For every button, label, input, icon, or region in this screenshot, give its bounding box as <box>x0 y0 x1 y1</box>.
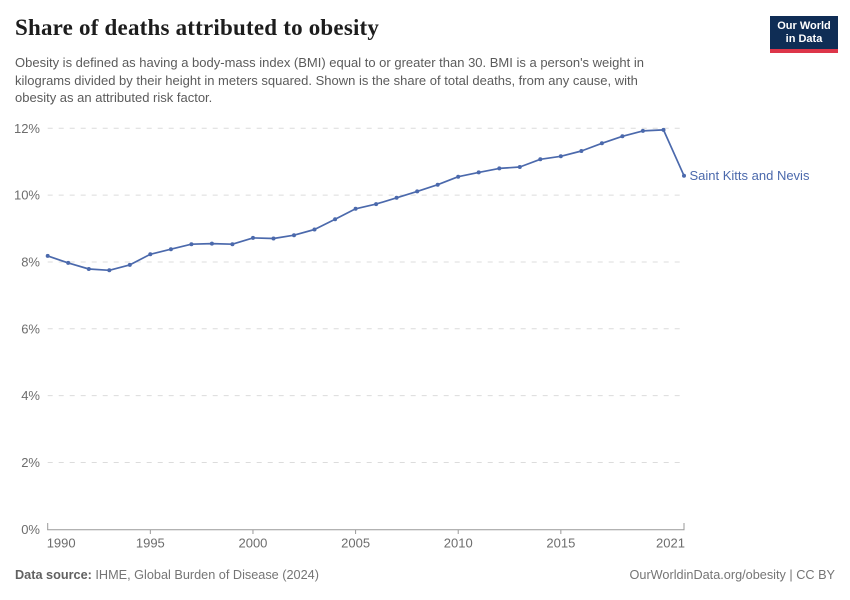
x-tick-label-2010: 2010 <box>444 536 473 551</box>
data-point-1999 <box>230 242 235 247</box>
owid-logo-line1: Our World <box>777 20 831 32</box>
data-point-1992 <box>86 267 91 271</box>
data-source: Data source: IHME, Global Burden of Dise… <box>15 568 319 582</box>
data-point-2011 <box>476 170 481 175</box>
owid-logo-text: Our World in Data <box>770 16 838 49</box>
attribution: OurWorldinData.org/obesity | CC BY <box>630 568 835 582</box>
x-tick-label-2005: 2005 <box>341 536 370 551</box>
data-point-1993 <box>107 268 112 273</box>
data-point-2010 <box>456 174 461 179</box>
x-tick-label-2000: 2000 <box>238 536 267 551</box>
y-tick-label-4%: 4% <box>21 388 40 403</box>
data-point-2008 <box>415 189 420 194</box>
data-point-2019 <box>640 128 645 133</box>
data-point-2001 <box>271 236 276 241</box>
x-tick-label-1995: 1995 <box>136 536 165 551</box>
license-label: CC BY <box>796 568 835 582</box>
owid-url: OurWorldinData.org/obesity <box>629 568 786 582</box>
series-line <box>46 129 685 272</box>
y-tick-label-8%: 8% <box>21 254 40 269</box>
y-tick-label-12%: 12% <box>14 121 40 136</box>
data-point-2009 <box>435 182 440 187</box>
x-tick-label-2021: 2021 <box>656 536 685 551</box>
data-point-2005 <box>353 206 358 211</box>
chart-subtitle: Obesity is defined as having a body-mass… <box>15 55 644 105</box>
data-point-1996 <box>168 247 173 252</box>
data-point-2021 <box>682 173 686 178</box>
y-tick-label-0%: 0% <box>21 522 40 537</box>
data-point-2004 <box>333 217 338 222</box>
data-point-2012 <box>497 166 502 171</box>
data-point-1995 <box>148 252 153 257</box>
data-point-2018 <box>620 134 625 139</box>
page-title: Share of deaths attributed to obesity <box>15 15 380 40</box>
y-tick-label-2%: 2% <box>21 455 40 470</box>
entity-label: Saint Kitts and Nevis <box>690 168 810 183</box>
data-point-1994 <box>127 262 132 267</box>
y-tick-label-6%: 6% <box>21 321 40 336</box>
data-point-2020 <box>661 127 666 132</box>
data-point-1991 <box>66 260 71 265</box>
owid-logo-accent-bar <box>770 49 838 53</box>
data-point-1997 <box>189 242 194 247</box>
data-point-2014 <box>538 157 543 162</box>
data-point-2013 <box>517 165 522 169</box>
y-tick-label-10%: 10% <box>14 188 40 203</box>
x-tick-label-1990: 1990 <box>47 536 76 551</box>
data-point-2016 <box>579 149 584 153</box>
data-point-2007 <box>394 195 399 200</box>
data-point-2003 <box>312 227 317 232</box>
owid-logo-line2: in Data <box>785 33 823 45</box>
data-point-2006 <box>374 202 379 207</box>
data-point-2002 <box>292 233 296 238</box>
data-point-1990 <box>45 253 50 258</box>
owid-logo[interactable]: Our World in Data <box>770 16 838 53</box>
data-point-2015 <box>558 154 563 159</box>
attribution-separator: | <box>785 568 797 582</box>
x-tick-label-2015: 2015 <box>546 536 575 551</box>
chart-footer: Data source: IHME, Global Burden of Dise… <box>15 568 835 582</box>
data-source-value: IHME, Global Burden of Disease (2024) <box>95 568 319 582</box>
data-point-2000 <box>251 235 255 240</box>
data-point-1998 <box>209 241 214 246</box>
data-source-label: Data source: <box>15 568 92 582</box>
data-point-2017 <box>599 141 604 146</box>
